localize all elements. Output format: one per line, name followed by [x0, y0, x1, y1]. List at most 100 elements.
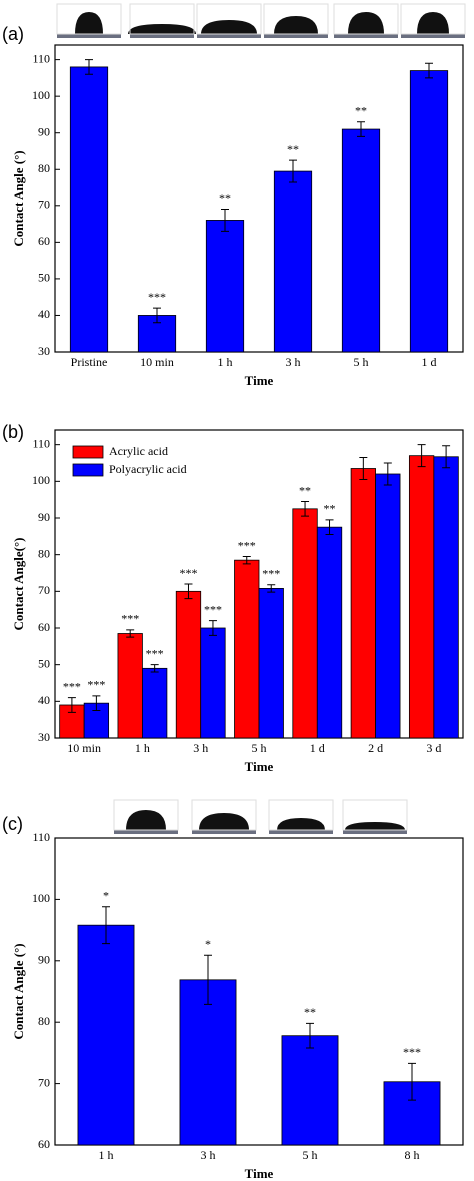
bar — [234, 559, 260, 739]
y-tick-label: 60 — [38, 1137, 50, 1151]
significance-label: *** — [121, 612, 139, 626]
droplet-substrate — [57, 34, 121, 38]
x-tick-label: 1 d — [310, 741, 325, 755]
bar — [175, 590, 202, 739]
bar — [142, 667, 168, 739]
y-tick-label: 80 — [38, 1014, 50, 1028]
significance-label: *** — [204, 602, 222, 616]
significance-label: * — [205, 937, 211, 951]
x-axis-label: Time — [245, 373, 274, 388]
error-bar — [67, 697, 76, 713]
x-tick-label: Pristine — [71, 355, 108, 369]
error-bar — [383, 462, 392, 486]
droplet-bg — [129, 3, 195, 35]
bar — [117, 633, 143, 739]
y-tick-label: 80 — [38, 546, 50, 560]
droplet-bg — [196, 3, 262, 35]
droplet — [201, 20, 257, 34]
x-tick-label: 10 min — [140, 355, 174, 369]
droplet-bg — [400, 3, 466, 35]
panel-label: (a) — [2, 24, 24, 44]
error-bar — [301, 501, 310, 517]
droplet — [128, 24, 196, 34]
y-tick-label: 30 — [38, 344, 50, 358]
bar — [341, 128, 381, 353]
bar — [205, 220, 245, 353]
bar — [258, 588, 284, 739]
y-tick-label: 110 — [32, 51, 50, 65]
error-bar — [242, 556, 251, 565]
error-bar — [85, 59, 93, 75]
error-bar — [204, 954, 212, 1005]
bar — [375, 473, 401, 739]
x-tick-label: 3 h — [286, 355, 301, 369]
droplet-bg — [191, 799, 257, 831]
droplet-bg — [268, 799, 334, 831]
error-bar — [325, 519, 334, 535]
y-tick-label: 40 — [38, 307, 50, 321]
droplet — [274, 16, 318, 34]
x-tick-label: 1 h — [218, 355, 233, 369]
x-tick-label: 5 h — [303, 1148, 318, 1162]
droplet-substrate — [130, 34, 194, 38]
y-tick-label: 60 — [38, 620, 50, 634]
bar — [200, 627, 226, 739]
legend-label: Acrylic acid — [109, 444, 168, 458]
error-bar — [221, 208, 229, 232]
y-tick-label: 100 — [32, 88, 50, 102]
y-tick-label: 110 — [32, 436, 50, 450]
droplet — [199, 813, 249, 830]
error-bar — [442, 445, 451, 469]
error-bar — [306, 1022, 314, 1049]
droplet — [75, 12, 103, 34]
significance-label: *** — [403, 1045, 421, 1059]
droplet — [348, 12, 384, 34]
x-tick-label: 3 h — [193, 741, 208, 755]
error-bar — [208, 620, 217, 636]
droplet-bg — [333, 3, 399, 35]
y-tick-label: 70 — [38, 583, 50, 597]
x-tick-label: 3 h — [201, 1148, 216, 1162]
bar — [83, 702, 110, 739]
y-axis-label: Contact Angle (°) — [11, 150, 26, 246]
significance-label: ** — [324, 502, 336, 516]
error-bar — [359, 457, 368, 480]
y-tick-label: 90 — [38, 953, 50, 967]
y-tick-label: 100 — [32, 891, 50, 905]
error-bar — [289, 159, 297, 183]
error-bar — [102, 906, 110, 945]
bar — [281, 1035, 339, 1146]
droplet — [417, 12, 449, 34]
significance-label: *** — [262, 566, 280, 580]
bar — [316, 526, 343, 739]
y-tick-label: 70 — [38, 1075, 50, 1089]
droplet-substrate — [401, 34, 465, 38]
y-tick-label: 60 — [38, 234, 50, 248]
droplet-bg — [56, 3, 122, 35]
significance-label: *** — [179, 566, 197, 580]
droplet-bg — [342, 799, 408, 831]
significance-label: ** — [299, 483, 311, 497]
droplet-bg — [113, 799, 179, 831]
y-tick-label: 100 — [32, 473, 50, 487]
panel-label: (c) — [2, 814, 23, 834]
bar — [433, 456, 459, 739]
bar — [77, 924, 135, 1146]
bar — [408, 455, 435, 739]
y-tick-label: 80 — [38, 161, 50, 175]
error-bar — [408, 1062, 416, 1101]
x-tick-label: 1 d — [422, 355, 437, 369]
y-axis-label: Contact Angle(°) — [11, 538, 26, 631]
x-axis-label: Time — [245, 1166, 274, 1181]
error-bar — [267, 584, 276, 593]
droplet-substrate — [343, 830, 407, 834]
droplet-substrate — [334, 34, 398, 38]
droplet — [277, 818, 325, 830]
significance-label: ** — [355, 104, 367, 118]
error-bar — [153, 307, 161, 324]
bar — [409, 70, 449, 353]
droplet-substrate — [114, 830, 178, 834]
bar — [273, 170, 313, 353]
y-tick-label: 50 — [38, 656, 50, 670]
